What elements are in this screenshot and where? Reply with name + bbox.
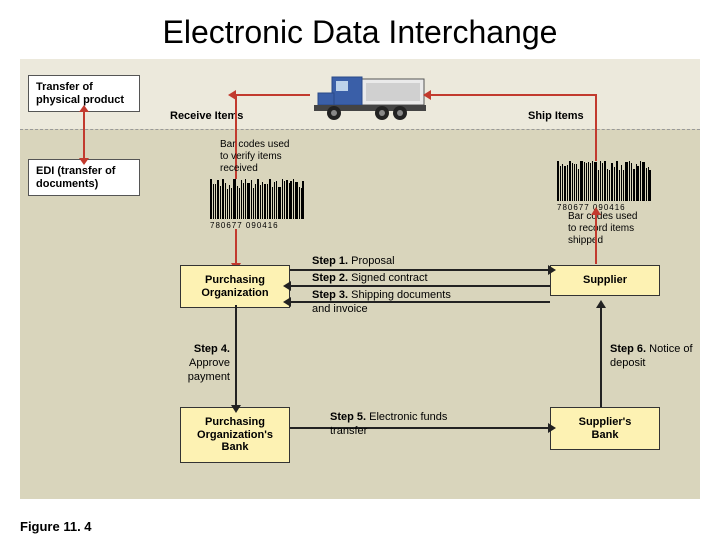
arrow-step1-head [548,265,556,275]
legend-arrow-down [79,158,89,165]
page-title: Electronic Data Interchange [0,0,720,59]
receive-label: Receive Items [170,110,243,124]
barcode-left-icon [210,179,305,219]
arrow-step2-head [283,281,291,291]
divider-dashed [20,129,700,130]
step4-label: Step 4. Approvepayment [164,343,230,384]
diagram-canvas: Transfer ofphysical product EDI (transfe… [20,59,700,499]
barcode-right-icon [557,161,652,201]
arrow-step4 [235,305,237,407]
barcode-right-caption: Bar codes usedto record itemsshipped [568,211,638,247]
arrow-step5-head [548,423,556,433]
arrow-bc-sup-head [591,207,601,215]
arrow-ship-v [595,94,597,161]
arrow-bc-sup [595,214,597,264]
arrow-ship-head [423,90,431,100]
barcode-left-caption: Bar codes usedto verify itemsreceived [220,139,290,175]
arrow-step1 [290,269,550,271]
figure-label: Figure 11. 4 [20,519,92,534]
barcode-left-number: 780677 090416 [210,221,279,231]
step1-label: Step 1. Proposal [312,255,395,269]
ship-label: Ship Items [528,110,584,124]
arrow-ship-h [430,94,595,96]
supplier-box: Supplier [550,265,660,296]
arrow-step6 [600,307,602,407]
supplier-bank-box: Supplier'sBank [550,407,660,450]
legend-arrow-up [79,105,89,112]
step6-label: Step 6. Notice ofdeposit [610,343,693,371]
arrow-step4-head [231,405,241,413]
purchasing-org-box: PurchasingOrganization [180,265,290,308]
truck-icon [310,65,430,123]
step5-label: Step 5. Electronic fundstransfer [330,411,447,439]
arrow-step6-head [596,300,606,308]
arrow-bc-po [235,229,237,265]
step3-label: Step 3. Shipping documentsand invoice [312,289,451,317]
legend-arrow [83,111,85,159]
purchasing-bank-box: PurchasingOrganization'sBank [180,407,290,463]
arrow-receive [235,94,310,96]
arrow-step3-head [283,297,291,307]
step2-label: Step 2. Signed contract [312,272,428,286]
